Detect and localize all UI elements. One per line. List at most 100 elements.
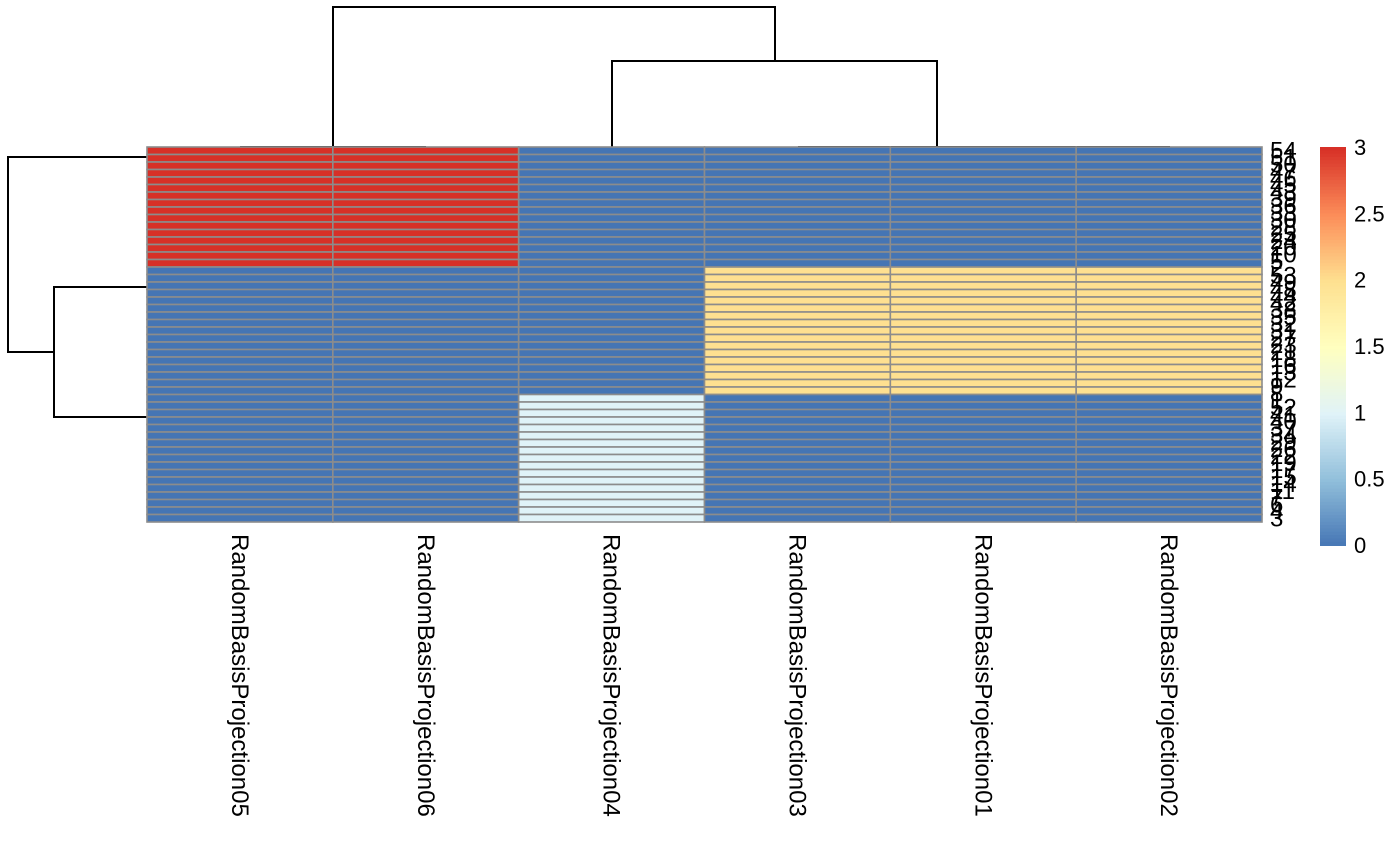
heatmap-cell — [703, 273, 892, 283]
legend-gradient-step — [1320, 415, 1346, 420]
column-label: RandomBasisProjection04 — [598, 534, 625, 817]
legend-gradient-step — [1320, 233, 1346, 238]
legend-gradient-step — [1320, 442, 1346, 447]
row-label: 6 — [1270, 492, 1283, 519]
heatmap-cell — [703, 446, 892, 456]
row-label: 20 — [1270, 235, 1297, 262]
legend-gradient-step — [1320, 472, 1346, 477]
heatmap-cell — [332, 461, 520, 471]
heatmap-cell — [146, 243, 334, 253]
heatmap-cell — [1075, 498, 1263, 508]
heatmap-cell — [1075, 513, 1263, 523]
heatmap-cell — [146, 176, 334, 186]
legend-gradient-step — [1320, 521, 1346, 527]
legend-gradient-step — [1320, 332, 1346, 338]
heatmap-cell — [332, 258, 520, 268]
heatmap-cell — [332, 408, 520, 418]
row-label: 18 — [1270, 346, 1297, 373]
legend-gradient-step — [1320, 432, 1346, 437]
legend-gradient-step — [1320, 515, 1346, 520]
heatmap-cell — [1075, 221, 1263, 231]
heatmap-cell — [517, 296, 706, 306]
heatmap-cell — [889, 423, 1077, 433]
heatmap-cell — [703, 296, 892, 306]
heatmap-cell — [889, 288, 1077, 298]
legend-tick-label: 2.5 — [1354, 201, 1385, 226]
heatmap-cell — [1075, 318, 1263, 328]
legend-gradient-step — [1320, 501, 1346, 507]
heatmap-cell — [1075, 198, 1263, 208]
heatmap-cell — [332, 206, 520, 216]
legend-gradient-step — [1320, 326, 1346, 331]
heatmap-cell — [517, 153, 706, 163]
legend-gradient-step — [1320, 336, 1346, 341]
row-label: 16 — [1270, 353, 1297, 380]
row-label: 35 — [1270, 304, 1297, 331]
heatmap-cell — [332, 153, 520, 163]
heatmap-cell — [1075, 431, 1263, 441]
heatmap-cell — [1075, 273, 1263, 283]
heatmap-cell — [146, 326, 334, 336]
legend-gradient-step — [1320, 389, 1346, 394]
legend-gradient-step — [1320, 153, 1346, 158]
heatmap-cell — [889, 453, 1077, 463]
heatmap-cell — [517, 221, 706, 231]
legend-gradient-step — [1320, 448, 1346, 454]
legend-gradient-step — [1320, 203, 1346, 208]
heatmap-cell — [517, 348, 706, 358]
heatmap-cell — [1075, 506, 1263, 516]
heatmap-cell — [332, 438, 520, 448]
heatmap-cell — [332, 221, 520, 231]
heatmap-cell — [1075, 401, 1263, 411]
row-label: 8 — [1270, 381, 1283, 408]
heatmap-cell — [1075, 371, 1263, 381]
heatmap-cell — [703, 326, 892, 336]
legend-gradient-step — [1320, 256, 1346, 261]
legend-gradient-step — [1320, 491, 1346, 497]
heatmap-cell — [889, 161, 1077, 171]
heatmap-cell — [703, 236, 892, 246]
legend-gradient-step — [1320, 239, 1346, 245]
heatmap-cell — [889, 153, 1077, 163]
row-label: 46 — [1270, 165, 1297, 192]
heatmap-cell — [889, 333, 1077, 343]
row-label: 34 — [1270, 422, 1297, 449]
row-label: 12 — [1270, 367, 1297, 394]
heatmap-cell — [146, 506, 334, 516]
legend-gradient-step — [1320, 289, 1346, 294]
legend-gradient-step — [1320, 428, 1346, 434]
heatmap-cell — [332, 491, 520, 501]
column-label: RandomBasisProjection02 — [1155, 534, 1182, 817]
heatmap-cell — [146, 153, 334, 163]
heatmap-cell — [146, 198, 334, 208]
heatmap-cell — [1075, 266, 1263, 276]
row-label: 53 — [1270, 262, 1297, 289]
legend-gradient-step — [1320, 498, 1346, 503]
heatmap-cell — [332, 326, 520, 336]
legend-gradient-step — [1320, 259, 1346, 265]
heatmap-cell — [332, 393, 520, 403]
heatmap-cell — [1075, 446, 1263, 456]
heatmap-cell — [146, 228, 334, 238]
heatmap-cell — [889, 341, 1077, 351]
heatmap-cell — [517, 498, 706, 508]
heatmap-cell — [889, 476, 1077, 486]
heatmap-cell — [332, 348, 520, 358]
heatmap-cell — [517, 213, 706, 223]
row-label: 54 — [1270, 137, 1297, 164]
heatmap-cell — [889, 393, 1077, 403]
col-dendro-top — [332, 6, 776, 147]
legend-gradient-step — [1320, 402, 1346, 407]
heatmap-cell — [332, 228, 520, 238]
heatmap-cell — [332, 416, 520, 426]
heatmap-cell — [332, 183, 520, 193]
column-dendrogram — [240, 6, 1170, 148]
row-label: 26 — [1270, 436, 1297, 463]
heatmap-cell — [332, 363, 520, 373]
heatmap-cell — [1075, 326, 1263, 336]
legend-gradient-step — [1320, 299, 1346, 304]
heatmap-cell — [703, 221, 892, 231]
legend-gradient-step — [1320, 193, 1346, 198]
heatmap-cell — [889, 318, 1077, 328]
row-dendrogram — [7, 156, 147, 418]
